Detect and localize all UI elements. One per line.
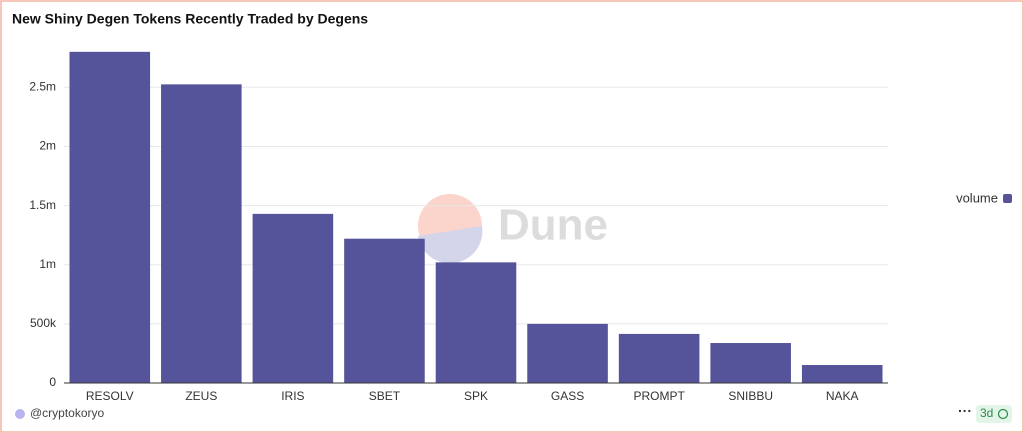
x-tick-label: SPK xyxy=(464,389,488,403)
x-tick-label: PROMPT xyxy=(633,389,685,403)
bar xyxy=(69,51,151,384)
bar xyxy=(801,365,883,383)
bar xyxy=(435,262,517,383)
legend-swatch xyxy=(1003,194,1012,203)
refresh: 3d xyxy=(980,406,993,420)
watermark-logo xyxy=(418,194,483,264)
x-tick-label: SBET xyxy=(369,389,401,403)
bar xyxy=(161,84,242,383)
y-tick-label: 1.5m xyxy=(29,198,56,212)
refresh-icon xyxy=(997,408,1009,420)
x-tick-label: GASS xyxy=(551,389,584,403)
menu-dots[interactable]: ··· xyxy=(958,403,972,419)
y-tick-label: 2.5m xyxy=(29,79,56,93)
chart-title: New Shiny Degen Tokens Recently Traded b… xyxy=(12,11,368,27)
x-tick-label: IRIS xyxy=(281,389,304,403)
x-tick-label: RESOLV xyxy=(86,389,134,403)
y-tick-label: 500k xyxy=(30,316,57,330)
author-avatar xyxy=(15,409,25,419)
x-tick-label: ZEUS xyxy=(185,389,217,403)
watermark: Dune xyxy=(498,201,608,250)
bar xyxy=(710,343,791,383)
x-tick-label: SNIBBU xyxy=(728,389,773,403)
y-tick-label: 1m xyxy=(39,257,56,271)
bar xyxy=(344,238,425,383)
x-tick-label: NAKA xyxy=(826,389,859,403)
bar xyxy=(527,323,608,383)
y-tick-label: 0 xyxy=(49,375,56,389)
bar xyxy=(618,333,700,383)
legend-label: volume xyxy=(956,190,998,205)
author[interactable]: @cryptokoryo xyxy=(30,406,105,420)
y-tick-label: 2m xyxy=(39,139,56,153)
bar xyxy=(252,213,334,383)
